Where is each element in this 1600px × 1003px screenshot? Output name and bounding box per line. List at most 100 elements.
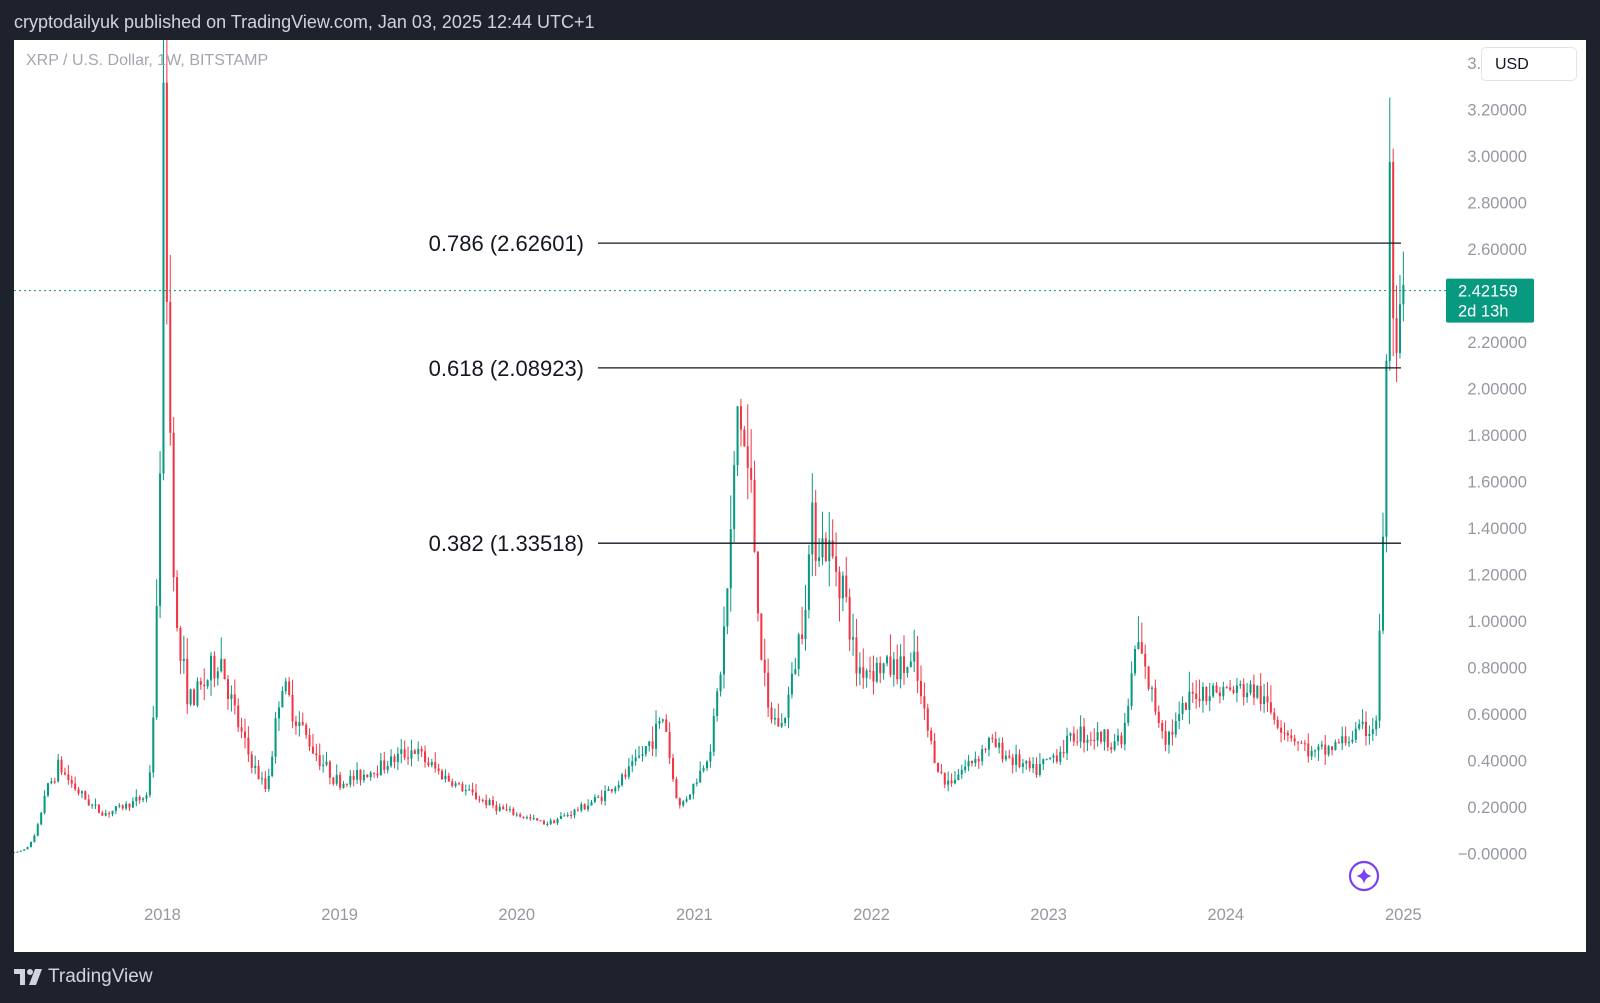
candle-body <box>522 816 525 819</box>
candle-body <box>57 759 60 782</box>
candle-body <box>1354 728 1357 740</box>
price-axis-tick: 1.00000 <box>1467 613 1527 631</box>
chart-panel[interactable]: 0.786 (2.62601) 0.618 (2.08923) 0.382 (1.3… <box>14 40 1586 952</box>
candle-body <box>644 745 647 755</box>
candle-body <box>457 783 461 785</box>
candle-body <box>987 737 990 750</box>
candle-body <box>892 659 895 675</box>
candle-body <box>1283 732 1286 734</box>
candle-body <box>665 719 668 732</box>
candle-body <box>383 760 386 770</box>
candle-body <box>91 804 94 806</box>
candle-body <box>1133 649 1137 674</box>
candle-body <box>1201 687 1204 701</box>
candle-body <box>1347 741 1351 743</box>
candle-body <box>379 760 382 776</box>
candle-body <box>1286 732 1289 736</box>
candle-body <box>600 796 603 801</box>
candle-body <box>685 799 688 802</box>
candle-body <box>1232 689 1235 693</box>
candle-body <box>1307 743 1310 757</box>
candle-body <box>994 738 997 748</box>
candle-body <box>1035 764 1038 775</box>
candle-body <box>169 301 172 433</box>
candle-body <box>835 556 838 572</box>
candle-body <box>862 667 865 678</box>
currency-button[interactable]: USD <box>1481 47 1577 81</box>
sparkle-star-icon[interactable] <box>1348 860 1380 892</box>
candle-body <box>342 783 345 788</box>
candle-body <box>1171 731 1174 735</box>
candle-body <box>104 813 107 816</box>
candle-body <box>193 689 196 706</box>
candle-body <box>1137 641 1140 650</box>
candle-body <box>508 808 511 810</box>
candle-body <box>617 785 620 788</box>
candle-body <box>658 720 661 724</box>
candle-body <box>226 679 230 699</box>
candle-body <box>930 730 933 741</box>
candle-body <box>67 774 70 781</box>
candle-body <box>505 809 508 811</box>
candle-body <box>1001 742 1004 760</box>
candle-body <box>1246 692 1249 698</box>
candle-body <box>176 577 179 629</box>
candle-body <box>1290 735 1293 739</box>
candle-body <box>189 689 192 705</box>
candle-body <box>515 814 518 816</box>
candle-body <box>984 749 987 751</box>
candle-body <box>1293 738 1296 742</box>
tradingview-logo-icon[interactable] <box>14 967 46 987</box>
candle-body <box>964 766 967 771</box>
candle-body <box>260 778 263 780</box>
candle-body <box>1310 750 1313 757</box>
candle-body <box>1395 318 1398 353</box>
candle-body <box>138 796 141 801</box>
candle-body <box>1358 724 1361 729</box>
candle-body <box>855 637 858 674</box>
candle-body <box>1117 735 1120 742</box>
candle-body <box>152 717 155 773</box>
candle-body <box>716 691 719 716</box>
candle-body <box>1032 764 1035 769</box>
candle-body <box>1049 757 1052 759</box>
candle-body <box>678 798 681 806</box>
candle-body <box>159 473 162 606</box>
candle-body <box>695 782 698 784</box>
candle-body <box>131 801 134 808</box>
candle-body <box>118 805 121 807</box>
candle-body <box>563 815 566 817</box>
price-axis-tick: 0.80000 <box>1467 660 1527 678</box>
candle-body <box>1344 736 1347 743</box>
candle-body <box>1208 696 1211 702</box>
candle-body <box>162 82 165 474</box>
candle-body <box>1113 741 1116 750</box>
candle-body <box>604 791 607 801</box>
candle-body <box>301 722 304 725</box>
candle-body <box>943 772 946 785</box>
candle-body <box>1069 733 1072 736</box>
candle-body <box>108 813 111 815</box>
candle-body <box>1127 705 1130 723</box>
candle-body <box>1083 726 1086 743</box>
candle-body <box>624 774 627 777</box>
candle-body <box>763 659 766 673</box>
publish-header: cryptodailyuk published on TradingView.c… <box>0 0 1600 40</box>
price-chart[interactable]: 0.786 (2.62601) 0.618 (2.08923) 0.382 (1.3… <box>14 40 1586 952</box>
tradingview-brand[interactable]: TradingView <box>48 966 153 987</box>
candle-body <box>519 814 522 817</box>
candle-body <box>121 805 124 809</box>
candle-body <box>335 774 338 784</box>
candle-body <box>199 681 202 685</box>
candle-body <box>155 605 158 718</box>
candle-body <box>705 761 709 769</box>
candle-body <box>1164 731 1167 745</box>
candle-body <box>148 772 151 796</box>
candle-body <box>675 779 678 799</box>
candle-body <box>648 741 651 746</box>
price-axis-tick: 0.60000 <box>1467 706 1527 724</box>
candle-body <box>216 671 219 679</box>
candle-body <box>1144 653 1147 667</box>
candle-body <box>651 741 654 749</box>
candle-body <box>125 803 128 809</box>
